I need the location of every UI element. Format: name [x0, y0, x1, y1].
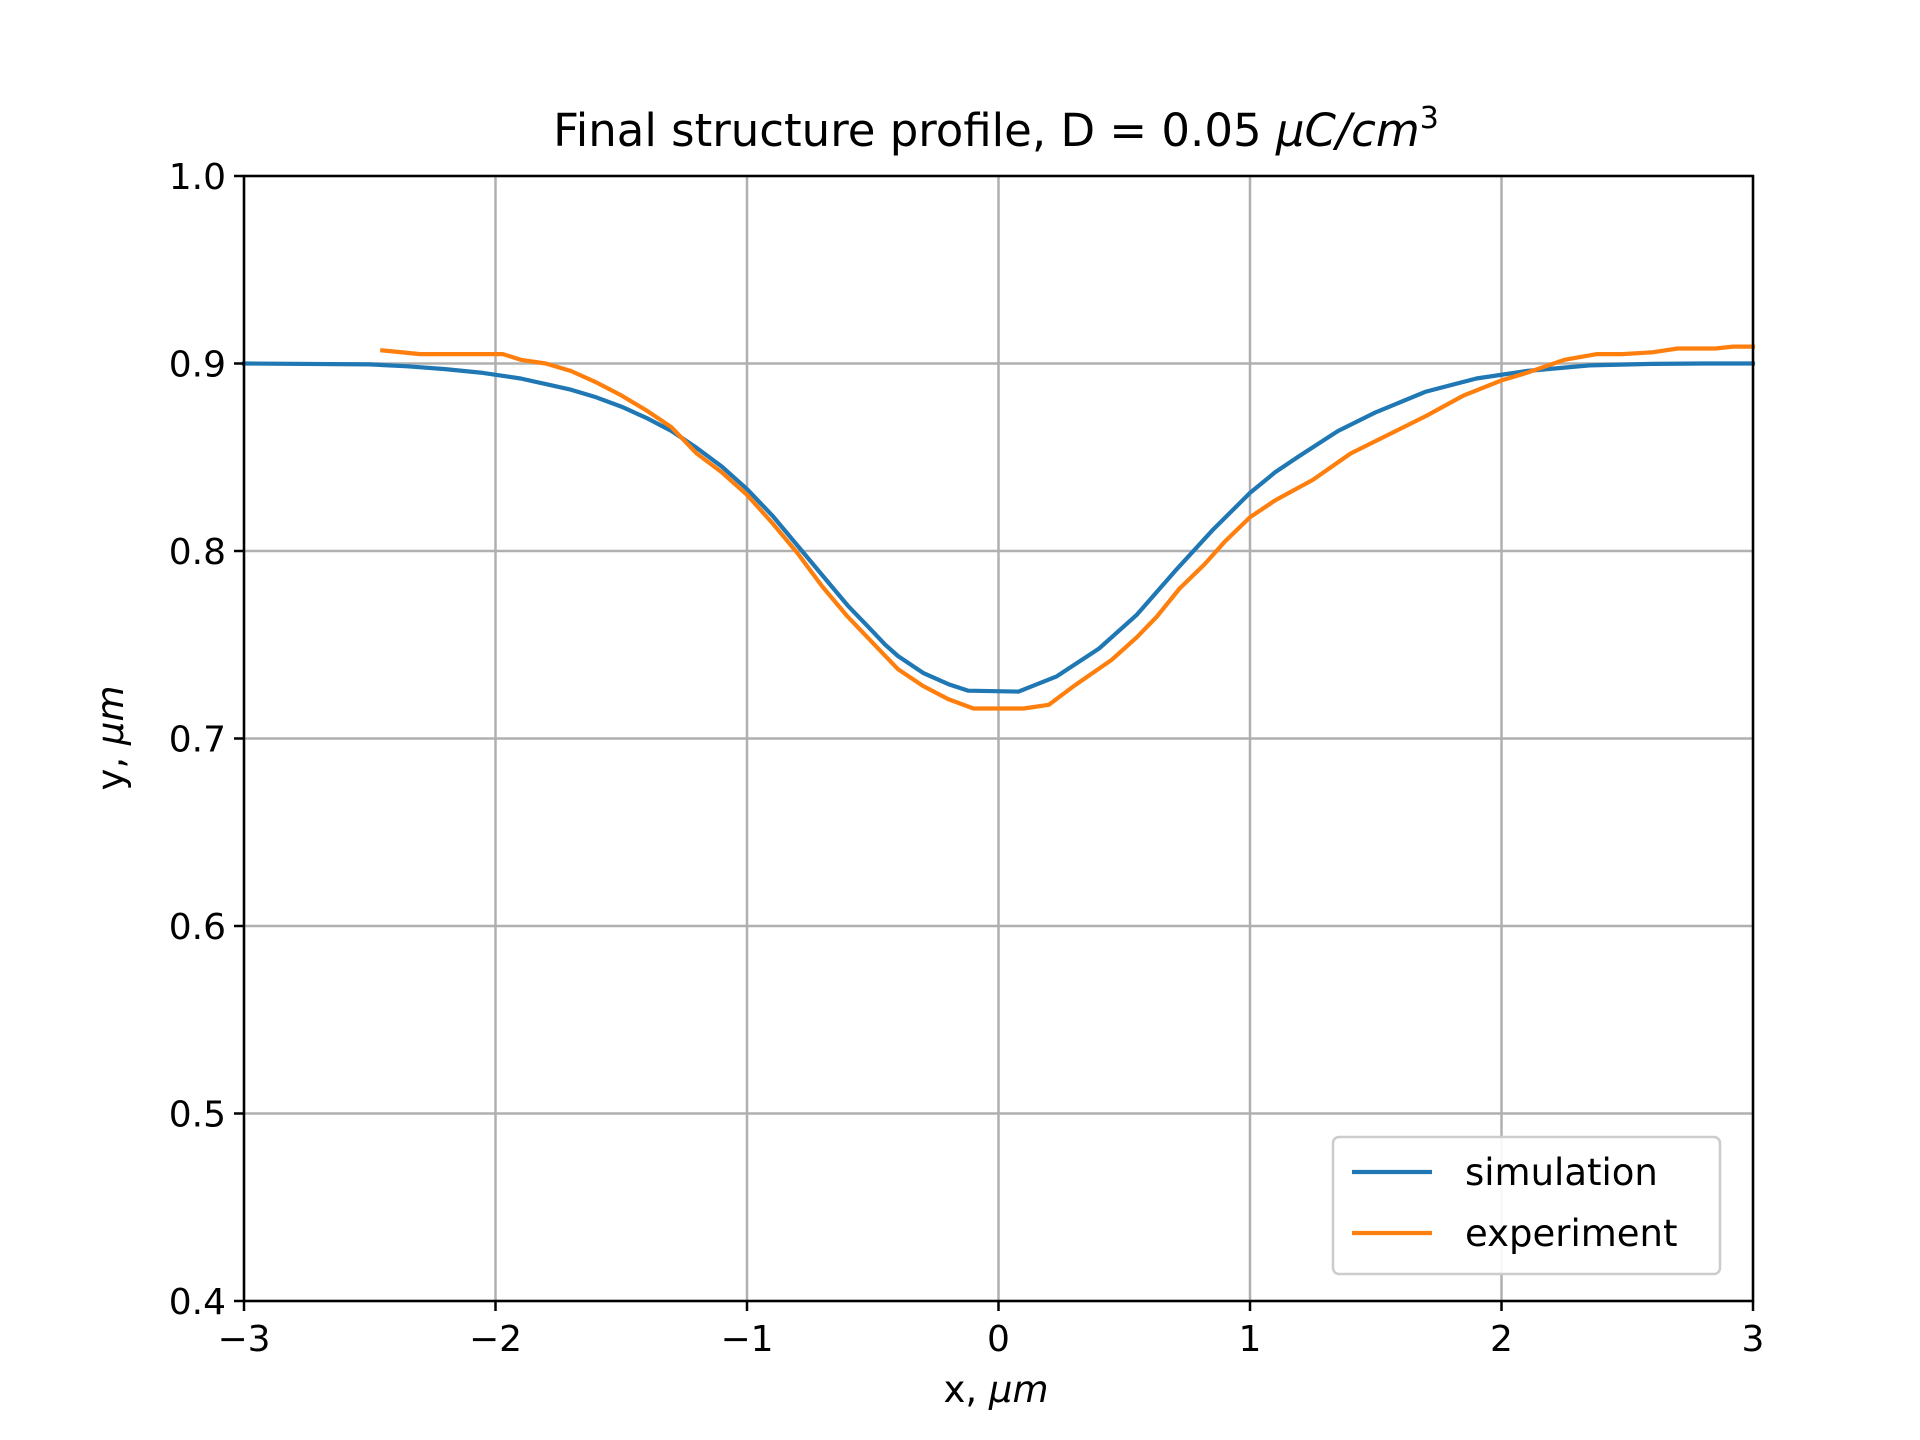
y-tick-label: 0.7 — [169, 720, 226, 761]
chart-title-unit: μC/cm — [1275, 104, 1420, 157]
x-axis-ticks: −3 −2 −1 0 1 2 3 — [217, 1301, 1764, 1360]
y-axis-ticks: 0.4 0.5 0.6 0.7 0.8 0.9 1.0 — [169, 157, 244, 1323]
y-tick-label: 0.9 — [169, 345, 226, 386]
x-tick-label: 3 — [1742, 1319, 1765, 1360]
series-layer — [241, 344, 1756, 711]
x-axis-label: x, μm — [943, 1368, 1048, 1411]
chart-title: Final structure profile, D = 0.05 μC/cm3 — [553, 101, 1439, 157]
y-tick-label: 0.8 — [169, 532, 226, 573]
x-tick-label: −3 — [217, 1319, 270, 1360]
chart-title-main: Final structure profile, D = 0.05 — [553, 104, 1276, 157]
series-line-experiment — [380, 344, 1756, 711]
y-tick-label: 0.6 — [169, 907, 226, 948]
x-tick-label: 2 — [1490, 1319, 1513, 1360]
x-axis-label-text: x, — [943, 1368, 988, 1411]
x-axis-label-unit: μm — [988, 1368, 1049, 1411]
x-tick-label: −1 — [720, 1319, 773, 1360]
y-axis-label-unit: μm — [89, 685, 132, 746]
legend-label-experiment: experiment — [1465, 1212, 1678, 1255]
chart-title-superscript: 3 — [1420, 101, 1439, 136]
legend-label-simulation: simulation — [1465, 1151, 1658, 1194]
x-tick-label: 0 — [987, 1319, 1010, 1360]
x-tick-label: −2 — [469, 1319, 522, 1360]
y-tick-label: 0.4 — [169, 1282, 226, 1323]
y-axis-label: y, μm — [89, 685, 132, 790]
y-tick-label: 0.5 — [169, 1095, 226, 1136]
legend: simulation experiment — [1331, 1135, 1722, 1276]
x-tick-label: 1 — [1239, 1319, 1262, 1360]
y-axis-label-text: y, — [89, 745, 132, 790]
series-line-simulation — [241, 361, 1756, 694]
y-tick-label: 1.0 — [169, 157, 226, 198]
